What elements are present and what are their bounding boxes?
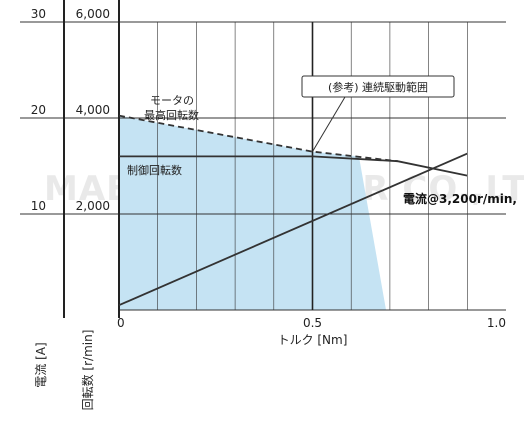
current-tick-label: 20 (31, 103, 46, 117)
label-layer: 10 20 30 2,000 4,000 6,000 0 0.5 1.0 トルク [Nm] 電流 [… (31, 7, 517, 410)
speed-tick-label: 6,000 (76, 7, 110, 21)
fill-layer (119, 115, 387, 310)
speed-tick-label: 4,000 (76, 103, 110, 117)
series-line-0 (118, 152, 468, 307)
series-layer (118, 114, 468, 307)
speed-tick-label: 2,000 (76, 199, 110, 213)
current-axis-label: 電流 [A] (34, 342, 48, 387)
region-callout-label: (参考) 連続駆動範囲 (328, 80, 428, 94)
region-callout-box (301, 75, 455, 98)
x-axis-label: トルク [Nm] (278, 333, 348, 347)
series-line-1 (118, 114, 398, 163)
max-speed-label-line2: 最高回転数 (144, 108, 199, 122)
current-tick-label: 10 (31, 199, 46, 213)
x-tick-label: 1.0 (487, 316, 506, 330)
grid-layer (20, 0, 506, 318)
max-speed-label-line1: モータの (150, 94, 194, 107)
continuous-drive-region (119, 115, 387, 310)
x-tick-label: 0.5 (303, 316, 322, 330)
current-series-label: 電流@3,200r/min, (403, 191, 517, 206)
current-tick-label: 30 (31, 7, 46, 21)
x-tick-label: 0 (117, 316, 125, 330)
region-callout-leader (312, 96, 346, 152)
series-line-2 (119, 155, 468, 177)
speed-axis-label: 回転数 [r/min] (80, 330, 95, 411)
control-speed-label: 制御回転数 (127, 163, 182, 177)
